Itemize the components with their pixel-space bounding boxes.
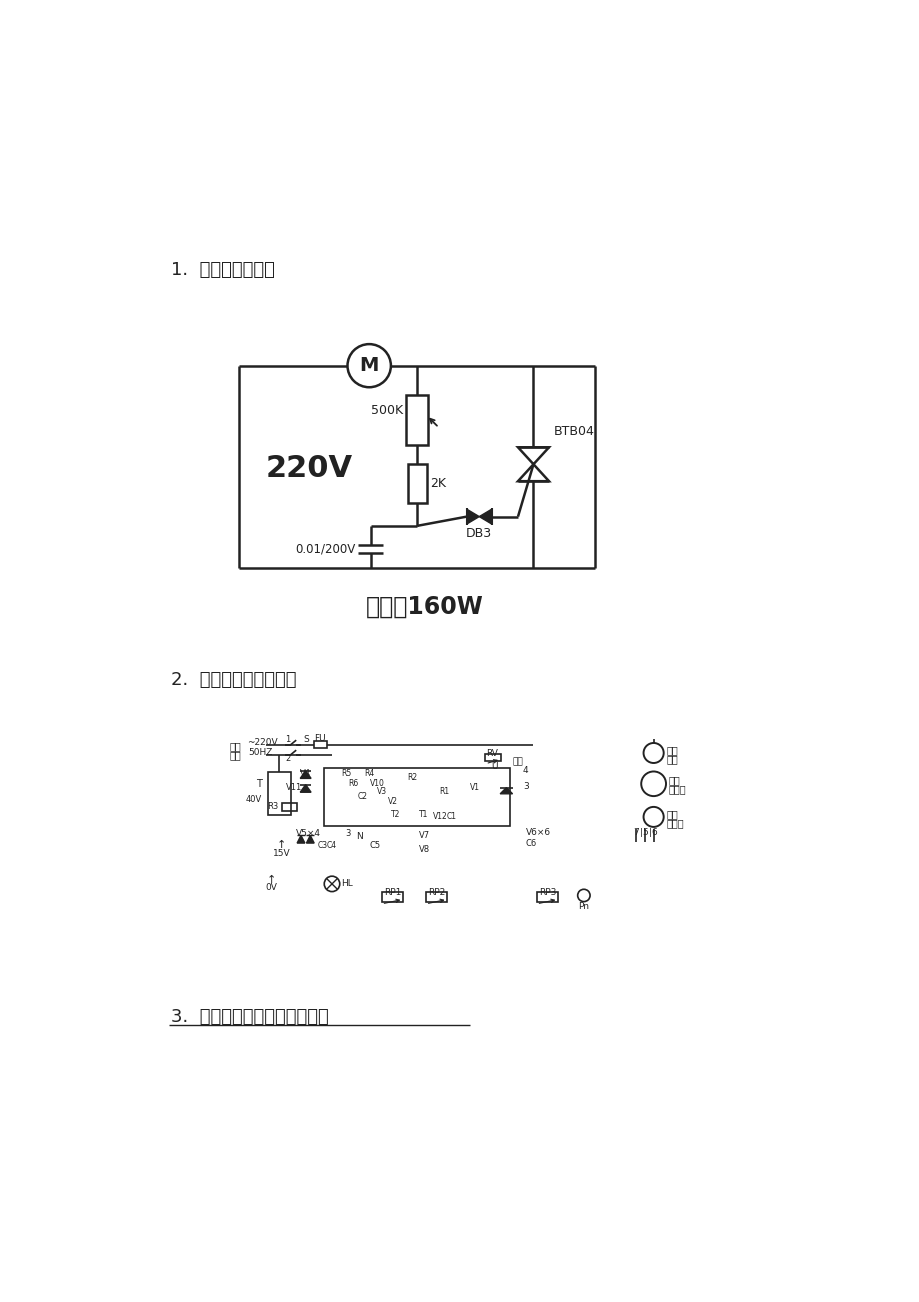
Text: RP3: RP3: [539, 888, 555, 897]
Text: 6: 6: [651, 828, 656, 837]
Polygon shape: [466, 509, 479, 523]
Text: R6: R6: [348, 780, 358, 788]
Text: V3: V3: [377, 786, 387, 796]
Text: C1: C1: [446, 812, 456, 822]
Bar: [425, 892, 447, 901]
Text: V8: V8: [419, 845, 430, 854]
Text: 2: 2: [285, 754, 290, 763]
Text: |: |: [648, 828, 652, 837]
Text: V1: V1: [470, 783, 480, 792]
Text: 2.  电磁调速电机控制图: 2. 电磁调速电机控制图: [171, 671, 296, 689]
Text: 3: 3: [522, 781, 528, 790]
Text: V11: V11: [285, 783, 301, 792]
Text: V12: V12: [433, 812, 448, 822]
Bar: [281, 803, 297, 811]
Text: 1: 1: [285, 736, 290, 745]
Text: 5: 5: [641, 828, 647, 837]
Polygon shape: [306, 836, 313, 844]
Text: ↑: ↑: [267, 875, 276, 885]
Text: C6: C6: [525, 840, 537, 849]
Text: C2: C2: [357, 793, 368, 801]
Text: DB3: DB3: [466, 527, 492, 540]
Text: U: U: [491, 762, 497, 771]
Text: V2: V2: [387, 797, 397, 806]
Text: |: |: [639, 828, 642, 837]
Text: 0V: 0V: [266, 883, 278, 892]
Text: 中线: 中线: [230, 750, 241, 760]
Text: 50HZ: 50HZ: [248, 749, 272, 758]
Text: Pn: Pn: [578, 902, 589, 911]
Text: 发电机: 发电机: [665, 818, 683, 828]
Text: M: M: [359, 357, 379, 375]
Text: C5: C5: [369, 841, 380, 850]
Text: BTB04: BTB04: [553, 426, 594, 439]
Bar: [407, 465, 426, 503]
Text: 500K: 500K: [370, 404, 403, 417]
Bar: [313, 741, 326, 747]
Text: R3: R3: [267, 802, 278, 811]
Bar: [406, 395, 427, 445]
Text: HL: HL: [341, 879, 353, 888]
Text: R4: R4: [364, 769, 374, 779]
Text: 4: 4: [522, 766, 528, 775]
Text: T2: T2: [391, 810, 400, 819]
Text: 相线: 相线: [230, 741, 241, 751]
Text: 测速: 测速: [665, 809, 677, 819]
Text: V5×4: V5×4: [295, 829, 320, 838]
Text: ~220V: ~220V: [246, 738, 277, 747]
Text: 功率：160W: 功率：160W: [366, 595, 483, 618]
Bar: [267, 772, 290, 815]
Text: 3.  三相四线电度表互感器接线: 3. 三相四线电度表互感器接线: [171, 1008, 328, 1026]
Text: 1.  可控硅调速电路: 1. 可控硅调速电路: [171, 262, 275, 279]
Text: N: N: [357, 832, 363, 841]
Text: RV: RV: [485, 749, 497, 758]
Bar: [536, 892, 558, 901]
Text: 2K: 2K: [429, 477, 445, 490]
Text: 离合器: 离合器: [667, 784, 686, 794]
Text: 拖动: 拖动: [665, 745, 677, 755]
Text: 3: 3: [345, 829, 350, 838]
Text: R5: R5: [340, 769, 351, 779]
Text: 0.01/200V: 0.01/200V: [295, 543, 355, 556]
Text: 40V: 40V: [245, 794, 262, 803]
Text: R2: R2: [406, 773, 416, 783]
Text: 电磁: 电磁: [667, 775, 679, 785]
Text: RP1: RP1: [383, 888, 401, 897]
Text: 7: 7: [632, 828, 638, 837]
Text: R1: R1: [439, 786, 449, 796]
Polygon shape: [297, 836, 304, 844]
Text: V10: V10: [369, 780, 384, 788]
Text: V4: V4: [300, 769, 311, 779]
Polygon shape: [500, 788, 512, 794]
Text: RP2: RP2: [427, 888, 445, 897]
Text: T: T: [256, 779, 262, 789]
Text: T1: T1: [418, 810, 427, 819]
Polygon shape: [300, 771, 311, 779]
Text: 输出: 输出: [512, 758, 523, 767]
Bar: [381, 892, 403, 901]
Text: ↑: ↑: [277, 840, 286, 850]
Text: V6×6: V6×6: [525, 828, 550, 837]
Bar: [485, 754, 501, 762]
Text: C4: C4: [326, 841, 336, 850]
Text: S: S: [303, 734, 309, 743]
Text: 220V: 220V: [266, 453, 353, 483]
Polygon shape: [479, 509, 491, 523]
Text: FU: FU: [314, 734, 326, 743]
Polygon shape: [300, 785, 311, 792]
Text: 电机: 电机: [665, 754, 677, 764]
Bar: [323, 768, 510, 827]
Text: 15V: 15V: [273, 849, 290, 858]
Text: V7: V7: [419, 831, 430, 840]
Text: C3: C3: [317, 841, 327, 850]
